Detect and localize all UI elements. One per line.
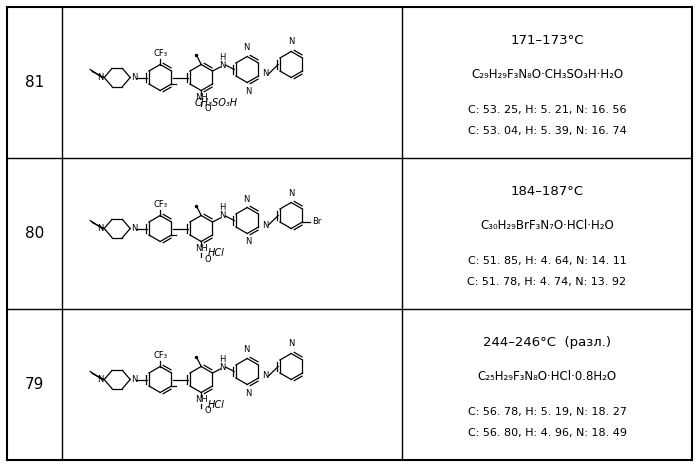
Text: C: 53. 04, H: 5. 39, N: 16. 74: C: 53. 04, H: 5. 39, N: 16. 74: [468, 126, 626, 136]
Text: HCl: HCl: [208, 248, 224, 259]
Text: N: N: [219, 362, 226, 372]
Text: N: N: [131, 73, 138, 82]
Text: N: N: [245, 389, 252, 397]
Text: NH: NH: [195, 93, 208, 102]
Text: 79: 79: [24, 377, 44, 392]
Text: C₂₉H₂₉F₃N₈O·CH₃SO₃H·H₂O: C₂₉H₂₉F₃N₈O·CH₃SO₃H·H₂O: [471, 69, 623, 81]
Text: N: N: [97, 73, 103, 82]
Text: N: N: [245, 86, 252, 95]
Text: CF₃: CF₃: [153, 49, 167, 58]
Text: 171–173°C: 171–173°C: [510, 34, 584, 47]
Text: 184–187°C: 184–187°C: [510, 185, 584, 198]
Text: O: O: [204, 255, 211, 264]
Text: CH₃SO₃H: CH₃SO₃H: [194, 98, 238, 107]
Text: N: N: [219, 212, 226, 220]
Text: N: N: [243, 194, 250, 204]
Text: 80: 80: [25, 226, 44, 241]
Text: N: N: [245, 238, 252, 247]
Text: H: H: [219, 354, 226, 363]
Text: HCl: HCl: [208, 399, 224, 410]
Text: O: O: [204, 104, 211, 113]
Text: N: N: [288, 340, 294, 348]
Text: C₃₀H₂₉BrF₃N₇O·HCl·H₂O: C₃₀H₂₉BrF₃N₇O·HCl·H₂O: [480, 219, 614, 233]
Text: N: N: [243, 43, 250, 52]
Text: NH: NH: [195, 395, 208, 404]
Text: N: N: [97, 224, 103, 233]
Text: 81: 81: [25, 75, 44, 90]
Text: C: 56. 80, H: 4. 96, N: 18. 49: C: 56. 80, H: 4. 96, N: 18. 49: [468, 428, 626, 438]
Text: N: N: [288, 37, 294, 47]
Text: C: 53. 25, H: 5. 21, N: 16. 56: C: 53. 25, H: 5. 21, N: 16. 56: [468, 105, 626, 115]
Text: C: 51. 85, H: 4. 64, N: 14. 11: C: 51. 85, H: 4. 64, N: 14. 11: [468, 255, 626, 266]
Text: C₂₅H₂₉F₃N₈O·HCl·0.8H₂O: C₂₅H₂₉F₃N₈O·HCl·0.8H₂O: [477, 370, 617, 383]
Text: H: H: [219, 52, 226, 62]
Text: Br: Br: [312, 218, 322, 226]
Text: N: N: [262, 372, 269, 381]
Text: N: N: [131, 375, 138, 384]
Text: C: 56. 78, H: 5. 19, N: 18. 27: C: 56. 78, H: 5. 19, N: 18. 27: [468, 407, 626, 417]
Text: 244–246°C  (разл.): 244–246°C (разл.): [483, 336, 611, 349]
Text: N: N: [262, 220, 269, 229]
Text: N: N: [131, 224, 138, 233]
Text: CF₃: CF₃: [153, 200, 167, 209]
Text: N: N: [219, 61, 226, 70]
Text: N: N: [243, 346, 250, 354]
Text: H: H: [219, 204, 226, 212]
Text: N: N: [262, 70, 269, 78]
Text: NH: NH: [195, 244, 208, 253]
Text: O: O: [204, 406, 211, 415]
Text: N: N: [288, 189, 294, 198]
Text: N: N: [97, 375, 103, 384]
Text: CF₃: CF₃: [153, 351, 167, 360]
Text: C: 51. 78, H: 4. 74, N: 13. 92: C: 51. 78, H: 4. 74, N: 13. 92: [468, 277, 626, 287]
